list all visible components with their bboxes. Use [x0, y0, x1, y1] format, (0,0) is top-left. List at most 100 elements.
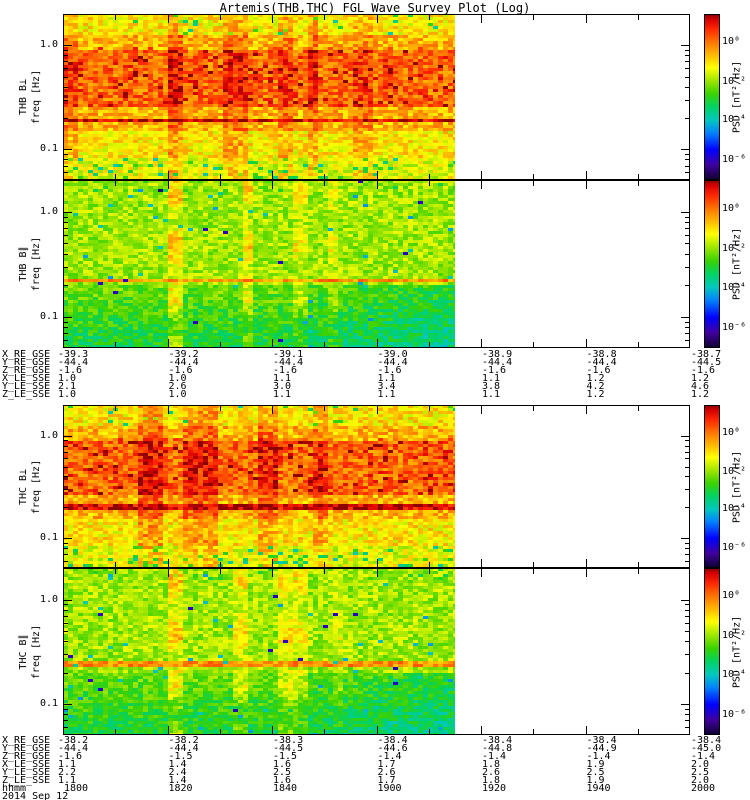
psd-axis-label: PSD [nT²/Hz]: [731, 227, 743, 301]
position-value: -1.6: [482, 365, 507, 376]
position-value: -1.4: [482, 751, 507, 762]
position-value: 1.2: [691, 389, 710, 400]
position-value: -45.0: [691, 743, 722, 754]
position-value: 1.1: [377, 373, 396, 384]
position-value: -1.6: [377, 365, 402, 376]
position-value: 3.8: [482, 381, 501, 392]
position-value: 1.1: [273, 373, 292, 384]
position-value: 1.1: [482, 373, 501, 384]
position-value: -44.9: [586, 743, 617, 754]
time-tick-label: 1900: [377, 783, 402, 794]
freq-axis-label: freq [Hz]: [31, 624, 42, 679]
psd-axis-label: PSD [nT²/Hz]: [731, 615, 743, 688]
time-tick-label: 1840: [273, 783, 298, 794]
position-value: 2.0: [691, 759, 710, 770]
position-value: 3.0: [273, 381, 292, 392]
position-value: 1.4: [168, 759, 187, 770]
colorbar-thc-bperp: [704, 405, 720, 568]
panel-ylabel-thc-bperp: THC B⊥ freq [Hz]: [17, 459, 43, 513]
position-value: 1.9: [586, 759, 605, 770]
panel-ylabel-thc-bpar: THC B∥ freq [Hz]: [17, 624, 43, 678]
position-value: -44.5: [273, 743, 304, 754]
position-value: -44.6: [377, 743, 408, 754]
position-value: -39.3: [58, 349, 89, 360]
ytick-label: 1.0: [39, 429, 58, 441]
position-value: 2.6: [377, 767, 396, 778]
position-value: -1.6: [168, 365, 193, 376]
position-row-label: X_LE_SSE: [2, 373, 51, 384]
position-row-label: Y_LE_SSE: [2, 767, 51, 778]
colorbar-tick-label: 10⁻⁴: [722, 503, 747, 515]
time-tick-label: 1940: [586, 783, 611, 794]
position-value: -38.2: [58, 735, 89, 746]
panel-name-label: THB B⊥: [18, 78, 29, 116]
position-value: 1.8: [482, 759, 501, 770]
position-value: 1.1: [58, 775, 77, 786]
position-value: -38.4: [586, 735, 617, 746]
position-value: 1.7: [377, 759, 396, 770]
position-value: 1.2: [691, 373, 710, 384]
psd-axis-label: PSD [nT²/Hz]: [731, 60, 743, 134]
position-value: -1.5: [273, 751, 298, 762]
position-value: 1.1: [273, 389, 292, 400]
position-value: -38.7: [691, 349, 722, 360]
position-value: -1.6: [273, 365, 298, 376]
freq-axis-label: freq [Hz]: [31, 459, 42, 514]
time-tick-label: 1920: [482, 783, 507, 794]
position-row-label: X_LE_SSE: [2, 759, 51, 770]
position-value: -44.4: [377, 357, 408, 368]
position-value: 2.0: [691, 775, 710, 786]
position-value: 4.6: [691, 381, 710, 392]
panel-ylabel-thb-bpar: THB B∥ freq [Hz]: [17, 237, 43, 291]
position-value: -44.4: [586, 357, 617, 368]
date-label: 2014 Sep 12: [2, 791, 69, 800]
colorbar-tick-label: 10⁻⁶: [722, 708, 747, 720]
position-value: -1.6: [58, 365, 83, 376]
position-value: -38.4: [691, 735, 722, 746]
position-value: -44.4: [482, 357, 513, 368]
time-tick-label: 1800: [64, 783, 89, 794]
position-value: 3.4: [377, 381, 396, 392]
position-value: -1.6: [691, 365, 716, 376]
ytick-label: 0.1: [39, 698, 58, 710]
position-value: -44.4: [168, 357, 199, 368]
position-value: -1.4: [586, 751, 611, 762]
position-value: 1.7: [377, 775, 396, 786]
position-value: -44.4: [273, 357, 304, 368]
position-row-label: Y_RE_GSE: [2, 743, 51, 754]
colorbar-tick-label: 10⁻⁴: [722, 668, 747, 680]
colorbar-tick-label: 10⁰: [722, 36, 741, 48]
position-row-label: hhmm: [2, 783, 27, 794]
colorbar-thb-bpar: [704, 180, 720, 348]
position-value: -38.8: [586, 349, 617, 360]
time-tick-label: 2000: [691, 783, 716, 794]
colorbar-tick-label: 10⁰: [722, 590, 741, 602]
position-value: 1.2: [586, 389, 605, 400]
panel-ylabel-thb-bperp: THB B⊥ freq [Hz]: [17, 70, 43, 124]
colorbar-tick-label: 10⁻²: [722, 465, 747, 477]
position-value: 2.6: [168, 381, 187, 392]
freq-axis-label: freq [Hz]: [31, 236, 42, 292]
position-row-label: Y_LE_SSE: [2, 381, 51, 392]
position-value: -39.2: [168, 349, 199, 360]
position-value: -1.5: [168, 751, 193, 762]
position-row-label: Z_RE_GSE: [2, 751, 51, 762]
spectrogram-panel-thb-bperp: [63, 14, 690, 180]
position-value: 2.4: [168, 767, 187, 778]
position-value: 4.2: [586, 381, 605, 392]
position-value: 1.1: [58, 759, 77, 770]
colorbar-thc-bpar: [704, 568, 720, 735]
position-value: -38.9: [482, 349, 513, 360]
ytick-label: 1.0: [39, 39, 58, 51]
spectrogram-panel-thc-bpar: [63, 568, 690, 735]
position-value: 1.8: [482, 775, 501, 786]
position-value: 1.4: [168, 775, 187, 786]
colorbar-tick-label: 10⁰: [722, 202, 741, 214]
position-value: -38.4: [482, 735, 513, 746]
position-value: 2.5: [691, 767, 710, 778]
spectrogram-panel-thc-bperp: [63, 405, 690, 568]
position-value: -44.5: [691, 357, 722, 368]
colorbar-tick-label: 10⁻⁶: [722, 321, 747, 333]
position-value: 1.6: [273, 775, 292, 786]
